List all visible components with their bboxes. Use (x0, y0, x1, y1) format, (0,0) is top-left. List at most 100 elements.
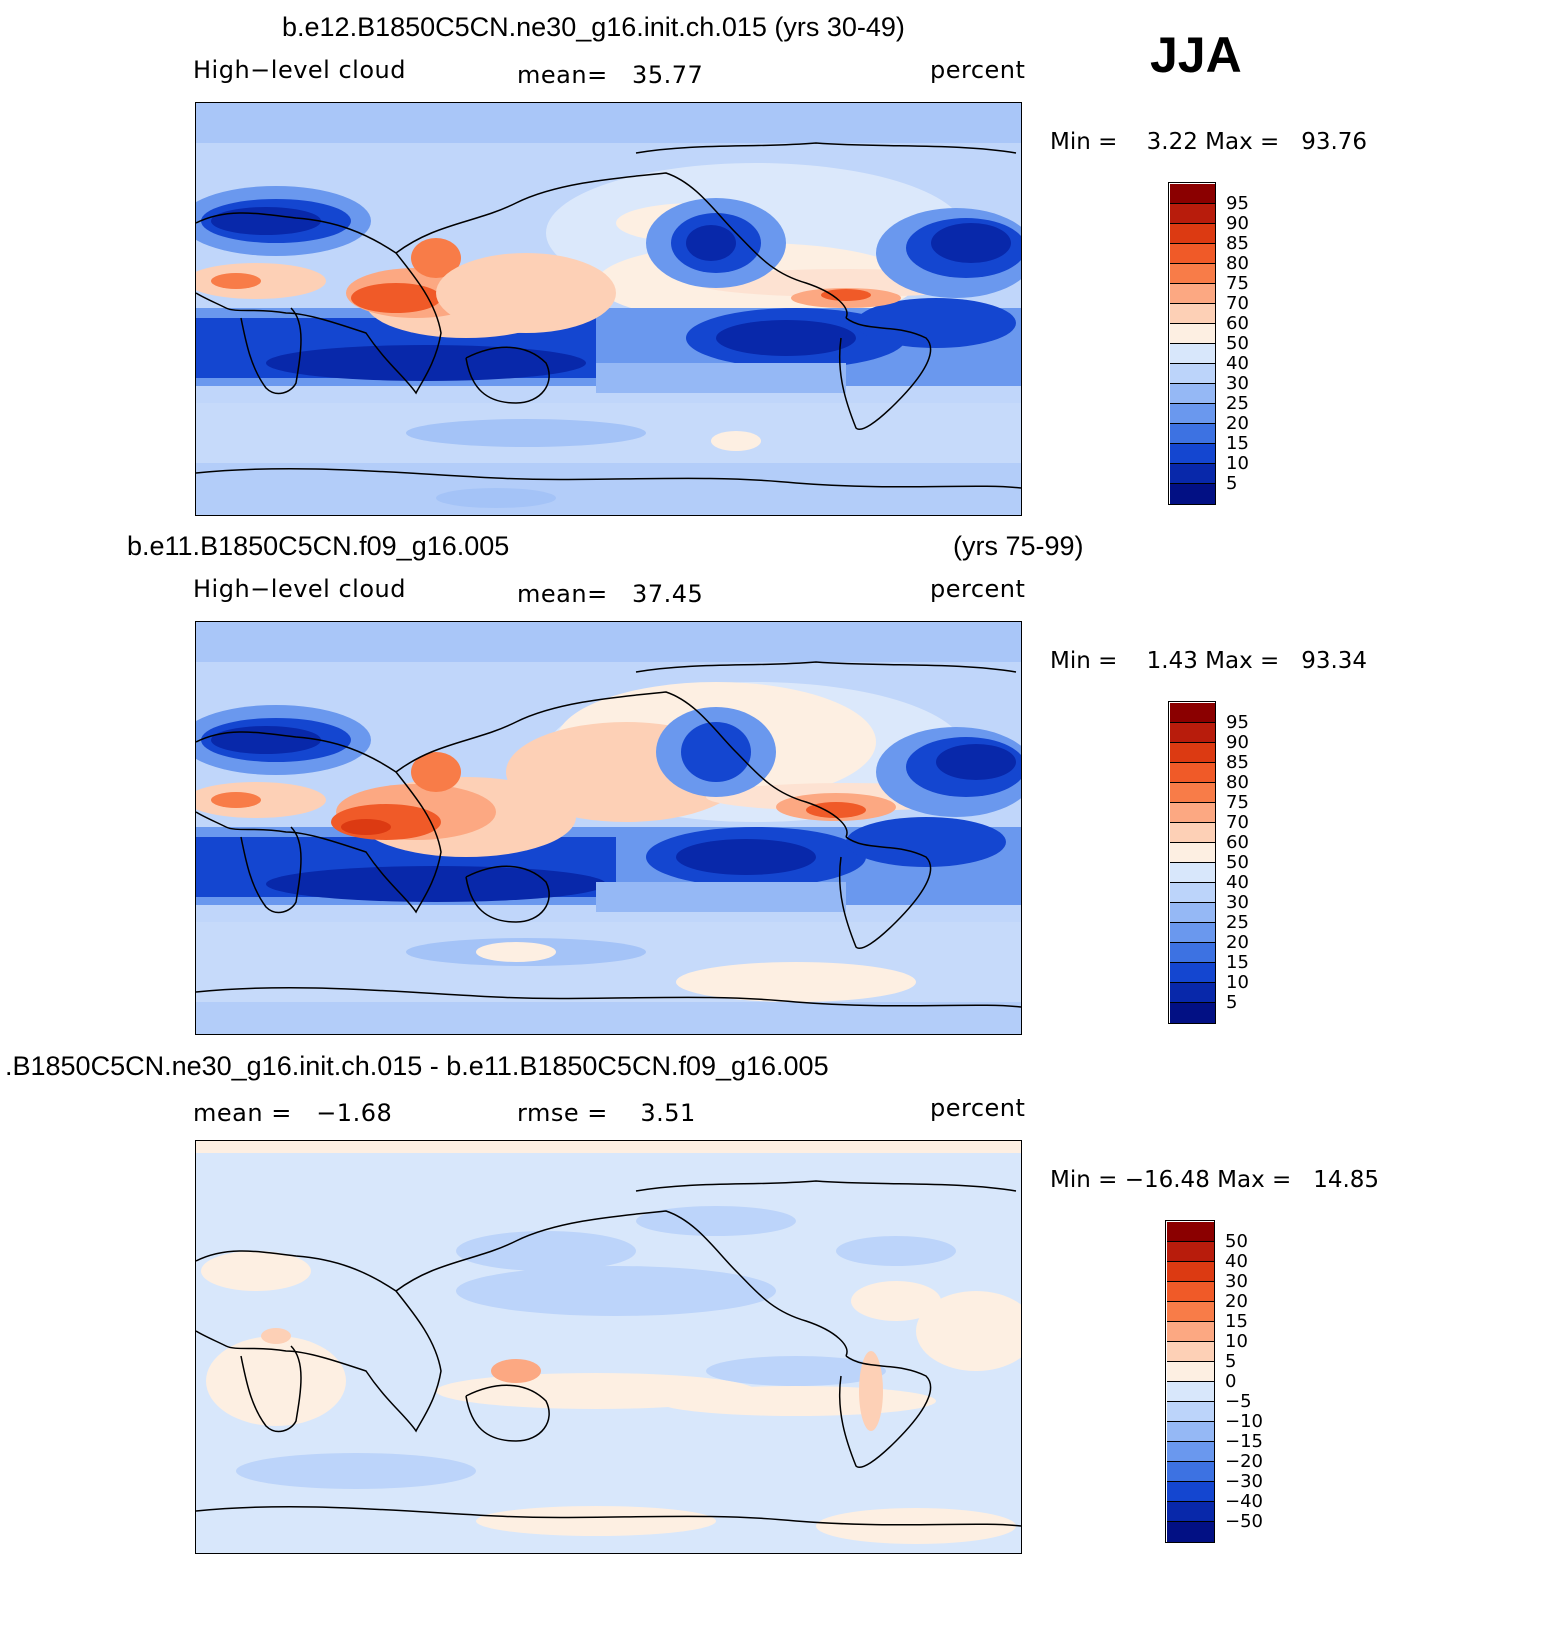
colorbar-cell (1166, 1241, 1215, 1262)
colorbar-label: 20 (1226, 932, 1249, 954)
colorbar-label: −40 (1225, 1491, 1263, 1513)
colorbar-cell (1166, 1341, 1215, 1362)
colorbar-label: 10 (1226, 972, 1249, 994)
colorbar-label: 70 (1226, 292, 1249, 314)
colorbar-cell (1169, 863, 1216, 884)
colorbar-cell (1169, 444, 1216, 465)
panel-3-colorbar-frame (1165, 1220, 1215, 1543)
colorbar-cell (1169, 384, 1216, 405)
colorbar-cell (1166, 1261, 1215, 1282)
panel-3-minmax: Min = −16.48 Max = 14.85 (1050, 1167, 1380, 1193)
colorbar-label: 5 (1226, 473, 1238, 495)
colorbar-label: 25 (1226, 912, 1249, 934)
colorbar-cell (1169, 263, 1216, 284)
panel-2-title-years: (yrs 75-99) (953, 531, 1084, 561)
colorbar-cell (1169, 283, 1216, 304)
colorbar-cell (1169, 323, 1216, 344)
colorbar-label: 50 (1225, 1230, 1248, 1252)
colorbar-cell (1169, 822, 1216, 843)
colorbar-cell (1169, 742, 1216, 763)
colorbar-cell (1169, 903, 1216, 924)
panel-1-map (195, 102, 1022, 516)
colorbar-label: 10 (1225, 1330, 1248, 1352)
panel-1-colorbar: 95 90 85 80 75 70 60 50 40 30 25 20 15 10 5 (1168, 182, 1249, 505)
colorbar-label: 10 (1226, 453, 1249, 475)
colorbar-cell (1169, 464, 1216, 485)
colorbar-cell (1166, 1422, 1215, 1443)
panel-3-mean-label: mean = −1.68 (193, 1099, 393, 1127)
colorbar-label: 30 (1226, 373, 1249, 395)
panel-2-minmax: Min = 1.43 Max = 93.34 (1050, 648, 1368, 674)
colorbar-label: 40 (1226, 872, 1249, 894)
colorbar-cell (1169, 722, 1216, 743)
colorbar-cell (1169, 424, 1216, 445)
panel-2-map-svg (196, 622, 1021, 1034)
colorbar-cell (1169, 243, 1216, 264)
panel-1-variable-label: High−level cloud (193, 56, 406, 84)
colorbar-label: 0 (1225, 1371, 1237, 1392)
colorbar-cell (1166, 1442, 1215, 1463)
colorbar-label: 70 (1226, 811, 1249, 833)
colorbar-label: 60 (1226, 312, 1249, 334)
colorbar-label: 30 (1226, 892, 1249, 914)
colorbar-label: 25 (1226, 393, 1249, 415)
colorbar-cell (1166, 1321, 1215, 1342)
colorbar-label: 40 (1225, 1250, 1248, 1272)
colorbar-label: 15 (1226, 952, 1249, 974)
colorbar-cell (1169, 364, 1216, 385)
colorbar-label: 20 (1226, 413, 1249, 435)
colorbar-label: 30 (1225, 1270, 1248, 1292)
colorbar-cell (1169, 782, 1216, 803)
colorbar-label: −50 (1225, 1511, 1263, 1533)
colorbar-cell (1166, 1482, 1215, 1503)
colorbar-label: 80 (1226, 252, 1249, 274)
colorbar-cell (1169, 923, 1216, 944)
panel-1-title: b.e12.B1850C5CN.ne30_g16.init.ch.015 (yr… (282, 12, 905, 42)
panel-3-map (195, 1140, 1022, 1554)
colorbar-cell (1166, 1382, 1215, 1403)
colorbar-label: −15 (1225, 1431, 1263, 1453)
colorbar-label: 60 (1226, 831, 1249, 853)
colorbar-cell (1166, 1301, 1215, 1322)
panel-2-colorbar-frame (1168, 701, 1216, 1024)
colorbar-label: 5 (1225, 1350, 1237, 1372)
colorbar-label: 95 (1226, 711, 1249, 733)
season-label: JJA (1150, 27, 1242, 83)
colorbar-cell (1169, 404, 1216, 425)
colorbar-cell (1166, 1502, 1215, 1523)
panel-1-mean-label: mean= 35.77 (517, 61, 704, 89)
colorbar-label: 95 (1226, 192, 1249, 214)
panel-3-title: .B1850C5CN.ne30_g16.init.ch.015 - b.e11.… (5, 1051, 829, 1081)
panel-3-colorbar: 50 40 30 20 15 10 5 0 −5 −10 −15 −20 −30 −40 −50 (1165, 1220, 1263, 1543)
panel-2-mean-label: mean= 37.45 (517, 580, 704, 608)
colorbar-label: −20 (1225, 1451, 1263, 1473)
panel-1-units-label: percent (930, 56, 1026, 84)
colorbar-label: 90 (1226, 731, 1249, 753)
colorbar-cell (1169, 762, 1216, 783)
colorbar-cell (1169, 344, 1216, 365)
colorbar-label: −5 (1225, 1391, 1252, 1413)
colorbar-cell (1169, 943, 1216, 964)
colorbar-cell (1166, 1281, 1215, 1302)
panel-2-map (195, 621, 1022, 1035)
colorbar-label: 85 (1226, 751, 1249, 773)
panel-3-rmse-label: rmse = 3.51 (517, 1099, 696, 1127)
colorbar-cell (1169, 842, 1216, 863)
colorbar-cell (1166, 1221, 1215, 1242)
colorbar-label: 50 (1226, 852, 1249, 873)
colorbar-cell (1169, 223, 1216, 244)
colorbar-cell (1169, 303, 1216, 324)
colorbar-label: −10 (1225, 1411, 1263, 1433)
colorbar-label: 85 (1226, 232, 1249, 254)
panel-2-variable-label: High−level cloud (193, 575, 406, 603)
panel-2-colorbar: 95 90 85 80 75 70 60 50 40 30 25 20 15 10 5 (1168, 701, 1249, 1024)
panel-1-minmax: Min = 3.22 Max = 93.76 (1050, 129, 1368, 155)
panel-3-map-svg (196, 1141, 1021, 1553)
colorbar-label: 20 (1225, 1290, 1248, 1312)
colorbar-cell (1169, 883, 1216, 904)
colorbar-label: 75 (1226, 791, 1249, 813)
colorbar-label: 15 (1225, 1310, 1248, 1332)
panel-1-map-svg (196, 103, 1021, 515)
colorbar-label: 50 (1226, 333, 1249, 354)
colorbar-cell (1166, 1462, 1215, 1483)
